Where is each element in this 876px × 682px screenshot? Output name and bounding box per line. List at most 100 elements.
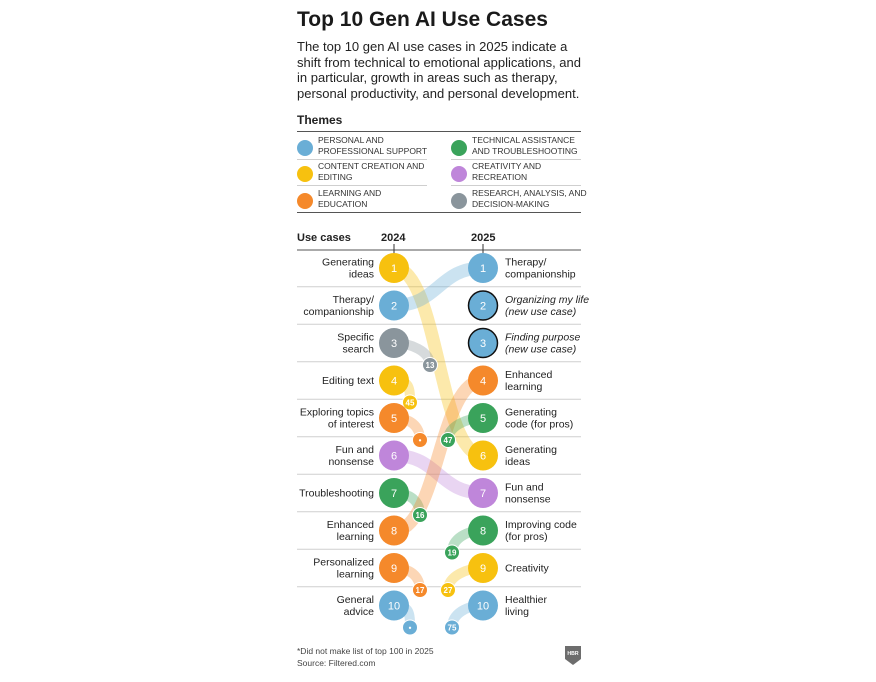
theme-dot-technical [451,140,467,156]
themes-bottom-rule [297,212,581,213]
flow-2024-8 [387,374,490,537]
hbr-logo: HBR [565,646,581,665]
rank-2025-number-7: 7 [480,488,486,500]
rank-2025-circle-9 [468,553,498,583]
rank-2024-circle-9 [379,553,409,583]
themes-title: Themes [297,113,343,127]
rank-2024-circle-8 [379,515,409,546]
theme-separator [451,159,581,160]
subtitle: The top 10 gen AI use cases in 2025 indi… [297,39,581,101]
theme-dot-learning [297,193,313,209]
source-note: Source: Filtered.com [297,658,376,668]
rank-2025-prev-9-dot [440,582,456,598]
theme-label-content: CONTENT CREATION AND EDITING [318,161,425,182]
rank-2024-label-5: Exploring topics of interest [300,407,374,431]
rank-2024-number-7: 7 [391,488,397,500]
theme-dot-personal [297,140,313,156]
theme-label-creativity: CREATIVITY AND RECREATION [472,161,542,182]
flow-2024-1 [387,261,490,462]
rank-2025-circle-4 [468,365,498,396]
rank-2025-circle-10 [468,590,498,621]
rank-2025-number-1: 1 [480,263,486,275]
theme-separator [451,185,581,186]
rank-2024-circle-6 [379,440,409,471]
rank-2024-circle-4 [379,365,409,396]
rank-2024-next-4-dot [402,394,418,411]
rank-2025-label-1: Therapy/companionship [505,257,576,281]
rank-2024-next-7-label: 16 [416,511,425,520]
rank-2025-number-8: 8 [480,526,486,538]
rank-2024-next-3-dot [422,357,438,373]
rank-2025-label-7: Fun and nonsense [505,482,551,506]
rank-2025-circle-7 [468,478,498,508]
theme-separator [297,159,427,160]
rank-2024-number-8: 8 [391,526,397,538]
rank-2024-circle-1 [379,253,409,283]
rank-2024-next-3-label: 13 [426,361,435,370]
page-title: Top 10 Gen AI Use Cases [297,8,548,31]
rank-2025-label-5: Generating code (for pros) [505,407,573,431]
rank-2025-circle-6 [468,440,498,471]
rank-2025-prev-8-label: 19 [448,549,457,558]
rank-2024-number-10: 10 [388,601,400,613]
theme-label-technical: TECHNICAL ASSISTANCE AND TROUBLESHOOTING [472,135,578,156]
rank-2025-prev-9-label: 27 [444,586,453,595]
rank-2025-prev-5-label: 47 [444,436,453,445]
rank-2024-number-2: 2 [391,301,397,313]
rank-2025-number-4: 4 [480,376,486,388]
rank-2024-next-7-dot [412,507,428,523]
rank-2024-number-9: 9 [391,563,397,575]
rank-2025-number-6: 6 [480,451,486,463]
rank-2025-prev-8-dot [444,544,460,561]
rank-2024-next-9-dot [412,582,428,598]
theme-label-learning: LEARNING AND EDUCATION [318,188,382,209]
theme-separator [297,185,427,186]
rank-2024-label-3: Specific search [337,332,374,356]
rank-2025-number-5: 5 [480,413,486,425]
hbr-logo-text: HBR [567,651,578,657]
rank-2025-circle-2 [467,290,499,321]
year-2024-header: 2024 [381,232,406,244]
theme-label-research: RESEARCH, ANALYSIS, AND DECISION-MAKING [472,188,587,209]
rank-2024-number-6: 6 [391,451,397,463]
rank-2024-next-5-label: • [419,436,422,445]
rank-2024-label-4: Editing text [322,375,374,387]
rank-2024-label-9: Personalized learning [313,557,374,581]
rank-2024-label-8: Enhanced learning [327,519,374,543]
rank-2025-circle-5 [468,403,498,433]
rank-2025-number-2: 2 [480,301,486,313]
year-2025-header: 2025 [471,232,496,244]
rank-2025-prev-10-dot [444,619,460,636]
theme-dot-creativity [451,166,467,182]
rank-2024-number-5: 5 [391,413,397,425]
themes-top-rule [297,131,581,132]
rank-2025-prev-10-label: 75 [448,624,457,633]
rank-2024-number-4: 4 [391,376,397,388]
rank-2025-circle-8 [468,515,498,546]
rank-2024-circle-7 [379,478,409,508]
rank-2025-label-9: Creativity [505,563,550,575]
rank-2025-number-10: 10 [477,601,489,613]
rank-2025-label-4: Enhanced learning [505,369,552,393]
rank-2025-label-3: Finding purpose (new use case) [505,332,580,356]
rank-2025-prev-5-dot [440,432,456,448]
rank-2024-label-7: Troubleshooting [299,488,374,500]
rank-2025-number-9: 9 [480,563,486,575]
rank-2025-label-6: Generating ideas [505,444,557,468]
rank-2025-circle-1 [468,253,498,283]
footnote: *Did not make list of top 100 in 2025 [297,646,434,656]
rank-2024-next-10-label: • [409,624,412,633]
rank-2024-next-10-dot [402,619,418,636]
rank-2024-next-9-label: 17 [416,586,425,595]
rank-2024-number-3: 3 [391,338,397,350]
theme-label-personal: PERSONAL AND PROFESSIONAL SUPPORT [318,135,428,156]
rank-2024-number-1: 1 [391,263,397,275]
rank-2024-circle-2 [379,290,409,321]
rank-2025-circle-3 [467,327,499,359]
rank-2024-circle-3 [379,328,409,358]
rank-2025-number-3: 3 [480,338,486,350]
rank-2024-circle-5 [379,403,409,433]
theme-dot-content [297,166,313,182]
